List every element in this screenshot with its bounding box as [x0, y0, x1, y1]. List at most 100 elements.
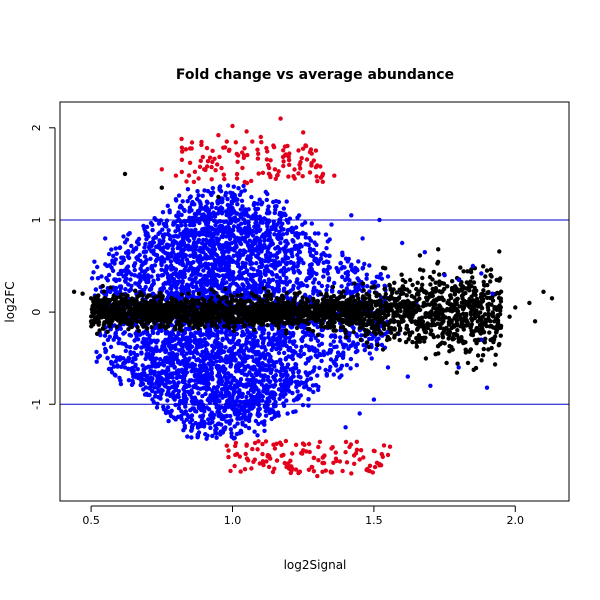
- data-point: [349, 343, 354, 348]
- data-point: [199, 217, 204, 222]
- data-point: [311, 389, 316, 395]
- data-point: [385, 274, 391, 279]
- data-point: [141, 387, 146, 392]
- data-point: [369, 336, 375, 341]
- data-point: [225, 183, 231, 188]
- data-point: [168, 356, 173, 361]
- data-point: [206, 266, 211, 271]
- data-point: [129, 283, 134, 289]
- data-point: [245, 363, 251, 369]
- data-point: [316, 280, 322, 286]
- data-point: [274, 222, 279, 228]
- data-point: [267, 341, 272, 346]
- data-point: [240, 236, 245, 242]
- data-point: [303, 370, 308, 375]
- data-point: [255, 392, 260, 397]
- data-point: [343, 271, 348, 276]
- data-point: [331, 372, 336, 377]
- data-point: [149, 266, 155, 271]
- data-point: [229, 381, 234, 386]
- data-point: [264, 368, 269, 373]
- data-points: [71, 116, 555, 479]
- data-point: [282, 211, 287, 216]
- data-point: [296, 285, 301, 290]
- data-point: [319, 358, 324, 364]
- data-point: [195, 240, 200, 245]
- data-point: [254, 378, 259, 383]
- data-point: [179, 409, 184, 414]
- data-point: [134, 333, 139, 339]
- data-point: [147, 246, 152, 251]
- data-point: [343, 343, 349, 348]
- data-point: [266, 352, 272, 357]
- data-point: [165, 203, 170, 208]
- data-point: [154, 340, 159, 345]
- data-point: [164, 218, 170, 223]
- data-point: [284, 398, 289, 403]
- data-point: [151, 240, 156, 245]
- data-point: [150, 227, 155, 233]
- data-point: [218, 366, 223, 371]
- data-point: [295, 379, 300, 385]
- data-point: [321, 260, 326, 265]
- data-point: [293, 225, 299, 230]
- data-point: [211, 270, 216, 276]
- data-point: [245, 408, 251, 414]
- data-point: [187, 349, 192, 354]
- data-point: [353, 344, 358, 350]
- data-point: [300, 222, 305, 227]
- data-point: [184, 230, 189, 235]
- data-point: [324, 287, 329, 293]
- data-point: [265, 207, 270, 213]
- data-point: [325, 271, 330, 276]
- data-point: [250, 349, 256, 354]
- data-point: [252, 281, 258, 286]
- data-point: [203, 273, 208, 279]
- data-point: [287, 335, 292, 340]
- data-point: [209, 395, 214, 400]
- data-point: [274, 360, 279, 365]
- data-point: [162, 250, 168, 255]
- data-point: [280, 374, 285, 379]
- data-point: [196, 231, 201, 236]
- data-point: [226, 256, 231, 261]
- data-point: [235, 421, 240, 426]
- data-point: [315, 324, 320, 330]
- data-point: [202, 279, 208, 285]
- data-point: [262, 428, 267, 433]
- data-point: [121, 361, 126, 366]
- data-point: [126, 355, 131, 361]
- data-point: [307, 236, 312, 241]
- data-point: [159, 361, 164, 367]
- data-point: [227, 395, 232, 400]
- data-point: [147, 386, 152, 391]
- data-point: [163, 349, 168, 355]
- data-point: [196, 391, 201, 396]
- data-point: [493, 352, 498, 357]
- data-point: [178, 259, 183, 264]
- data-point: [208, 279, 213, 285]
- data-point: [138, 377, 144, 382]
- data-point: [102, 333, 108, 338]
- data-point: [223, 193, 228, 198]
- data-point: [247, 226, 252, 232]
- data-point: [138, 258, 143, 264]
- data-point: [146, 380, 152, 386]
- data-point: [154, 253, 160, 258]
- data-point: [198, 344, 203, 349]
- data-point: [244, 277, 249, 282]
- data-point: [158, 357, 163, 362]
- data-point: [257, 214, 262, 219]
- data-point: [184, 417, 189, 422]
- data-point: [188, 339, 193, 344]
- data-point: [195, 425, 201, 430]
- data-point: [156, 394, 161, 400]
- data-point: [273, 199, 279, 204]
- data-point: [227, 277, 233, 282]
- data-point: [189, 390, 195, 395]
- data-point: [155, 374, 160, 379]
- data-point: [214, 359, 219, 364]
- data-point: [101, 341, 107, 347]
- data-point: [161, 232, 166, 237]
- data-point: [262, 258, 268, 264]
